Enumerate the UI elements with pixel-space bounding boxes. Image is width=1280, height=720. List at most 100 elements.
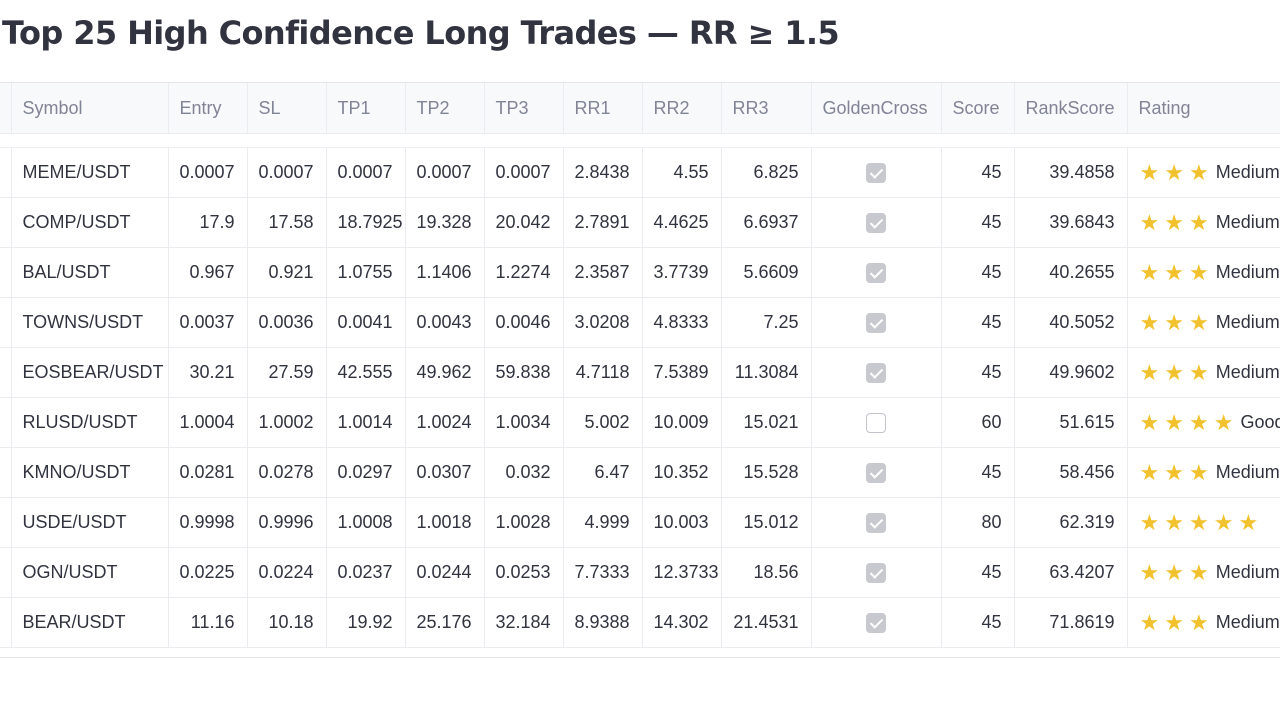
checkbox-checked-icon[interactable] (866, 163, 886, 184)
rr3-cell[interactable]: 7.25 (721, 297, 812, 348)
rr3-cell[interactable]: 18.56 (721, 547, 812, 598)
rank-score-cell[interactable]: 63.4207 (1014, 547, 1128, 598)
rating-cell[interactable]: ★ ★ ★ ★ ★ (1127, 497, 1280, 548)
rr2-cell[interactable]: 4.55 (642, 147, 722, 198)
table-row[interactable]: TOWNS/USDT 0.0037 0.0036 0.0041 0.0043 0.0046… (0, 297, 1280, 348)
rank-score-cell[interactable]: 58.456 (1014, 447, 1128, 498)
score-cell[interactable]: 45 (941, 147, 1015, 198)
score-cell[interactable]: 80 (941, 497, 1015, 548)
rr2-cell[interactable]: 4.8333 (642, 297, 722, 348)
rating-cell[interactable]: ★ ★ ★ Medium (1127, 197, 1280, 248)
rank-score-cell[interactable]: 39.6843 (1014, 197, 1128, 248)
rr1-cell[interactable]: 6.47 (563, 447, 643, 498)
table-row[interactable]: BAL/USDT 0.967 0.921 1.0755 1.1406 1.2274 2.35… (0, 247, 1280, 298)
table-row[interactable]: COMP/USDT 17.9 17.58 18.7925 19.328 20.042 2.7… (0, 197, 1280, 248)
tp2-cell[interactable]: 0.0244 (405, 547, 485, 598)
tp2-cell[interactable]: 25.176 (405, 597, 485, 648)
score-cell[interactable]: 45 (941, 297, 1015, 348)
tp1-cell[interactable]: 18.7925 (326, 197, 406, 248)
tp2-cell[interactable]: 0.0043 (405, 297, 485, 348)
column-header-tp1[interactable]: TP1 (326, 83, 406, 134)
rr3-cell[interactable]: 21.4531 (721, 597, 812, 648)
sl-cell[interactable]: 1.0002 (247, 397, 327, 448)
rr1-cell[interactable]: 8.9388 (563, 597, 643, 648)
rank-score-cell[interactable]: 62.319 (1014, 497, 1128, 548)
rr2-cell[interactable]: 10.352 (642, 447, 722, 498)
rating-cell[interactable]: ★ ★ ★ Medium (1127, 597, 1280, 648)
rank-score-cell[interactable]: 49.9602 (1014, 347, 1128, 398)
column-header-rating[interactable]: Rating (1127, 83, 1280, 134)
tp3-cell[interactable]: 0.0253 (484, 547, 564, 598)
symbol-cell[interactable]: MEME/USDT (11, 147, 169, 198)
table-row[interactable]: MEME/USDT 0.0007 0.0007 0.0007 0.0007 0.0007 2… (0, 147, 1280, 198)
rank-score-cell[interactable]: 51.615 (1014, 397, 1128, 448)
tp3-cell[interactable]: 0.0007 (484, 147, 564, 198)
tp2-cell[interactable]: 1.0024 (405, 397, 485, 448)
score-cell[interactable]: 45 (941, 347, 1015, 398)
entry-cell[interactable]: 17.9 (168, 197, 248, 248)
checkbox-checked-icon[interactable] (866, 563, 886, 584)
rank-score-cell[interactable]: 71.8619 (1014, 597, 1128, 648)
score-cell[interactable]: 45 (941, 447, 1015, 498)
sl-cell[interactable]: 0.0224 (247, 547, 327, 598)
checkbox-unchecked-icon[interactable] (866, 413, 886, 434)
tp1-cell[interactable]: 1.0008 (326, 497, 406, 548)
score-cell[interactable]: 45 (941, 547, 1015, 598)
checkbox-checked-icon[interactable] (866, 263, 886, 284)
tp2-cell[interactable]: 19.328 (405, 197, 485, 248)
rr1-cell[interactable]: 5.002 (563, 397, 643, 448)
rr1-cell[interactable]: 2.3587 (563, 247, 643, 298)
entry-cell[interactable]: 0.0225 (168, 547, 248, 598)
score-cell[interactable]: 45 (941, 197, 1015, 248)
symbol-cell[interactable]: TOWNS/USDT (11, 297, 169, 348)
tp3-cell[interactable]: 1.0028 (484, 497, 564, 548)
symbol-cell[interactable]: EOSBEAR/USDT (11, 347, 169, 398)
sl-cell[interactable]: 10.18 (247, 597, 327, 648)
tp1-cell[interactable]: 19.92 (326, 597, 406, 648)
sl-cell[interactable]: 0.0278 (247, 447, 327, 498)
tp2-cell[interactable]: 0.0007 (405, 147, 485, 198)
checkbox-checked-icon[interactable] (866, 363, 886, 384)
trades-data-grid[interactable]: Symbol Entry SL TP1 TP2 TP3 RR1 RR2 RR3 … (0, 82, 1280, 658)
rr2-cell[interactable]: 14.302 (642, 597, 722, 648)
tp3-cell[interactable]: 32.184 (484, 597, 564, 648)
checkbox-checked-icon[interactable] (866, 213, 886, 234)
column-header-score[interactable]: Score (941, 83, 1015, 134)
tp1-cell[interactable]: 1.0755 (326, 247, 406, 298)
symbol-cell[interactable]: COMP/USDT (11, 197, 169, 248)
rr2-cell[interactable]: 12.3733 (642, 547, 722, 598)
symbol-cell[interactable]: RLUSD/USDT (11, 397, 169, 448)
rr1-cell[interactable]: 2.7891 (563, 197, 643, 248)
checkbox-checked-icon[interactable] (866, 513, 886, 534)
entry-cell[interactable]: 0.967 (168, 247, 248, 298)
rr1-cell[interactable]: 3.0208 (563, 297, 643, 348)
rr2-cell[interactable]: 10.003 (642, 497, 722, 548)
table-row[interactable]: KMNO/USDT 0.0281 0.0278 0.0297 0.0307 0.032 6.… (0, 447, 1280, 498)
rr3-cell[interactable]: 6.6937 (721, 197, 812, 248)
rr3-cell[interactable]: 6.825 (721, 147, 812, 198)
tp2-cell[interactable]: 1.0018 (405, 497, 485, 548)
table-row[interactable]: EOSBEAR/USDT 30.21 27.59 42.555 49.962 59.838… (0, 347, 1280, 398)
table-row[interactable]: BEAR/USDT 11.16 10.18 19.92 25.176 32.184 8.93… (0, 597, 1280, 648)
table-row[interactable]: USDE/USDT 0.9998 0.9996 1.0008 1.0018 1.0028 4… (0, 497, 1280, 548)
entry-cell[interactable]: 0.0007 (168, 147, 248, 198)
column-header-rr1[interactable]: RR1 (563, 83, 643, 134)
rating-cell[interactable]: ★ ★ ★ Medium (1127, 247, 1280, 298)
rating-cell[interactable]: ★ ★ ★ Medium (1127, 147, 1280, 198)
checkbox-checked-icon[interactable] (866, 613, 886, 634)
rank-score-cell[interactable]: 39.4858 (1014, 147, 1128, 198)
table-row[interactable]: OGN/USDT 0.0225 0.0224 0.0237 0.0244 0.0253 7.… (0, 547, 1280, 598)
tp2-cell[interactable]: 0.0307 (405, 447, 485, 498)
symbol-cell[interactable]: KMNO/USDT (11, 447, 169, 498)
column-header-tp3[interactable]: TP3 (484, 83, 564, 134)
rr3-cell[interactable]: 15.021 (721, 397, 812, 448)
column-header-index[interactable] (0, 83, 12, 134)
symbol-cell[interactable]: OGN/USDT (11, 547, 169, 598)
rr1-cell[interactable]: 2.8438 (563, 147, 643, 198)
rr2-cell[interactable]: 7.5389 (642, 347, 722, 398)
symbol-cell[interactable]: BAL/USDT (11, 247, 169, 298)
tp1-cell[interactable]: 42.555 (326, 347, 406, 398)
rank-score-cell[interactable]: 40.5052 (1014, 297, 1128, 348)
rr1-cell[interactable]: 7.7333 (563, 547, 643, 598)
entry-cell[interactable]: 30.21 (168, 347, 248, 398)
